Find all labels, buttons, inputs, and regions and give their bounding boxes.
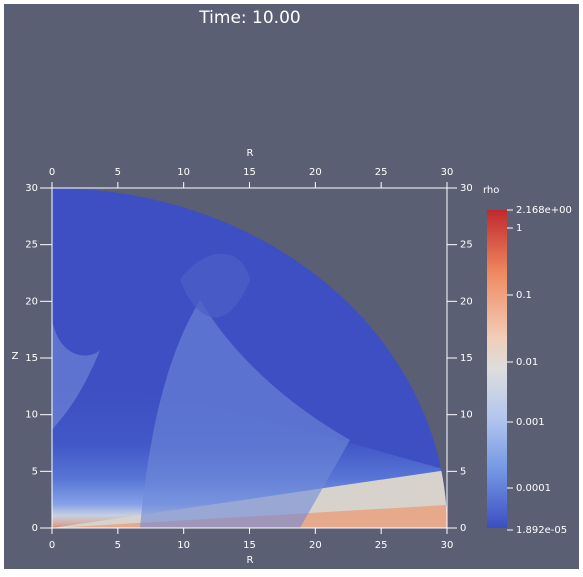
colorbar-tick-label: 1 (516, 223, 522, 234)
colorbar-tick-label: 0.1 (516, 290, 532, 301)
x-tick-label: 5 (115, 540, 121, 551)
x-tick-label: 5 (115, 167, 121, 178)
x-tick-label: 15 (243, 540, 256, 551)
y-tick-label: 25 (460, 240, 473, 251)
x-tick-label: 25 (375, 167, 388, 178)
x-tick-label: 25 (375, 540, 388, 551)
x-tick-label: 15 (243, 167, 256, 178)
view: Time: 10.00 R R Z rho 005510101515202025… (0, 0, 583, 573)
y-tick-label: 20 (25, 296, 38, 307)
colorbar-tick-label: 1.892e-05 (516, 525, 567, 536)
y-tick-label: 0 (32, 523, 38, 534)
x-tick-label: 20 (309, 167, 322, 178)
x-tick-label: 30 (441, 540, 454, 551)
x-tick-label: 10 (177, 540, 190, 551)
x-tick-label: 30 (441, 167, 454, 178)
y-tick-label: 20 (460, 296, 473, 307)
y-tick-label: 15 (25, 353, 38, 364)
y-tick-label: 15 (460, 353, 473, 364)
colorbar-label: rho (483, 185, 499, 196)
y-tick-label: 0 (460, 523, 466, 534)
x-label-top: R (247, 148, 254, 159)
colorbar-tick-label: 0.01 (516, 357, 538, 368)
y-tick-label: 25 (25, 240, 38, 251)
y-tick-label: 5 (32, 466, 38, 477)
x-tick-label: 0 (49, 540, 55, 551)
colorbar-tick-label: 2.168e+00 (516, 205, 572, 216)
x-tick-label: 10 (177, 167, 190, 178)
title: Time: 10.00 (198, 8, 300, 28)
y-tick-label: 5 (460, 466, 466, 477)
y-tick-label: 10 (25, 410, 38, 421)
x-tick-label: 0 (49, 167, 55, 178)
colorbar-tick-label: 0.001 (516, 417, 545, 428)
x-tick-label: 20 (309, 540, 322, 551)
colorbar-tick-label: 0.0001 (516, 483, 551, 494)
x-label-bottom: R (247, 555, 254, 566)
colorbar (487, 210, 507, 528)
y-label: Z (12, 351, 19, 362)
y-tick-label: 30 (460, 183, 473, 194)
y-tick-label: 30 (25, 183, 38, 194)
y-tick-label: 10 (460, 410, 473, 421)
